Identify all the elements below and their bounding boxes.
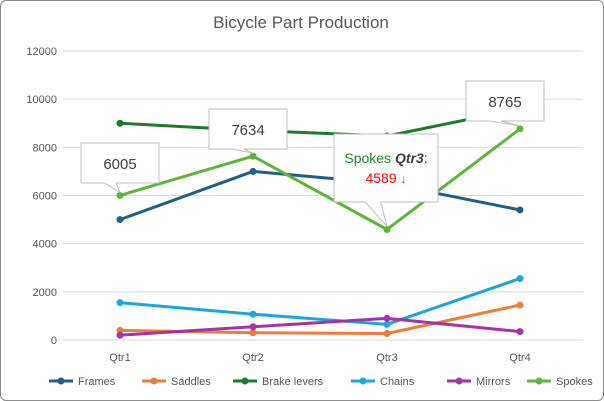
- series-line-brake-levers: [119, 107, 521, 138]
- data-point: [516, 206, 524, 214]
- tooltip-suffix: :: [424, 150, 428, 166]
- data-point: [116, 216, 124, 224]
- legend-label: Saddles: [171, 376, 211, 388]
- data-point: [516, 301, 524, 309]
- legend-marker: [57, 377, 65, 385]
- legend-marker: [455, 377, 463, 385]
- legend-item: Spokes: [527, 376, 593, 388]
- data-point: [116, 299, 124, 307]
- data-point: [383, 225, 391, 233]
- series-line-chains: [119, 277, 521, 326]
- legend-marker: [535, 377, 543, 385]
- legend-marker: [241, 377, 249, 385]
- y-tick-label: 4000: [33, 239, 57, 251]
- data-point: [383, 329, 391, 337]
- legend-marker: [359, 377, 367, 385]
- data-point: [249, 167, 257, 175]
- data-point: [516, 328, 524, 336]
- legend-item: Saddles: [142, 376, 211, 388]
- data-point: [116, 119, 124, 127]
- legend-label: Frames: [78, 376, 116, 388]
- data-point: [249, 310, 257, 318]
- x-tick-label: Qtr4: [509, 352, 530, 364]
- data-point: [116, 331, 124, 339]
- y-tick-label: 10000: [26, 94, 57, 106]
- y-tick-label: 2000: [33, 287, 57, 299]
- legend-item: Brake levers: [233, 376, 324, 388]
- series-line-frames: [119, 169, 521, 221]
- tooltip-category: Qtr3: [395, 150, 424, 166]
- data-label-callout: [465, 80, 545, 127]
- down-arrow-icon: ↓: [401, 172, 407, 186]
- tooltip-value-number: 4589: [365, 170, 396, 186]
- x-tick-label: Qtr2: [242, 352, 263, 364]
- tooltip-title: Spokes Qtr3:: [344, 150, 427, 166]
- y-tick-label: 6000: [33, 191, 57, 203]
- legend-label: Spokes: [556, 376, 593, 388]
- tooltip-callout: [333, 133, 439, 227]
- data-label-callout: [208, 108, 288, 154]
- data-point: [249, 152, 257, 160]
- data-label: 7634: [231, 122, 264, 139]
- data-label: 8765: [488, 94, 521, 111]
- data-point: [249, 323, 257, 331]
- series-line-mirrors: [119, 316, 521, 337]
- data-point: [116, 326, 124, 334]
- legend-label: Chains: [380, 376, 415, 388]
- data-point: [383, 320, 391, 328]
- data-point: [383, 314, 391, 322]
- legend-label: Brake levers: [262, 376, 324, 388]
- data-label: 6005: [103, 156, 136, 173]
- x-tick-label: Qtr1: [109, 352, 130, 364]
- data-point: [249, 329, 257, 337]
- tooltip-value: 4589 ↓: [365, 170, 406, 186]
- data-point: [516, 275, 524, 283]
- y-tick-label: 8000: [33, 142, 57, 154]
- legend-marker: [150, 377, 158, 385]
- y-tick-label: 12000: [26, 46, 57, 58]
- legend-item: Mirrors: [447, 376, 511, 388]
- legend-item: Chains: [351, 376, 415, 388]
- x-tick-label: Qtr3: [376, 352, 397, 364]
- series-line-spokes: [119, 127, 521, 231]
- chart-title: Bicycle Part Production: [213, 13, 389, 32]
- data-point: [116, 191, 124, 199]
- data-label-callout: [80, 142, 160, 194]
- y-tick-label: 0: [51, 335, 57, 347]
- legend-item: Frames: [49, 376, 116, 388]
- legend-label: Mirrors: [476, 376, 511, 388]
- tooltip-series: Spokes: [344, 150, 391, 166]
- data-point: [516, 125, 524, 133]
